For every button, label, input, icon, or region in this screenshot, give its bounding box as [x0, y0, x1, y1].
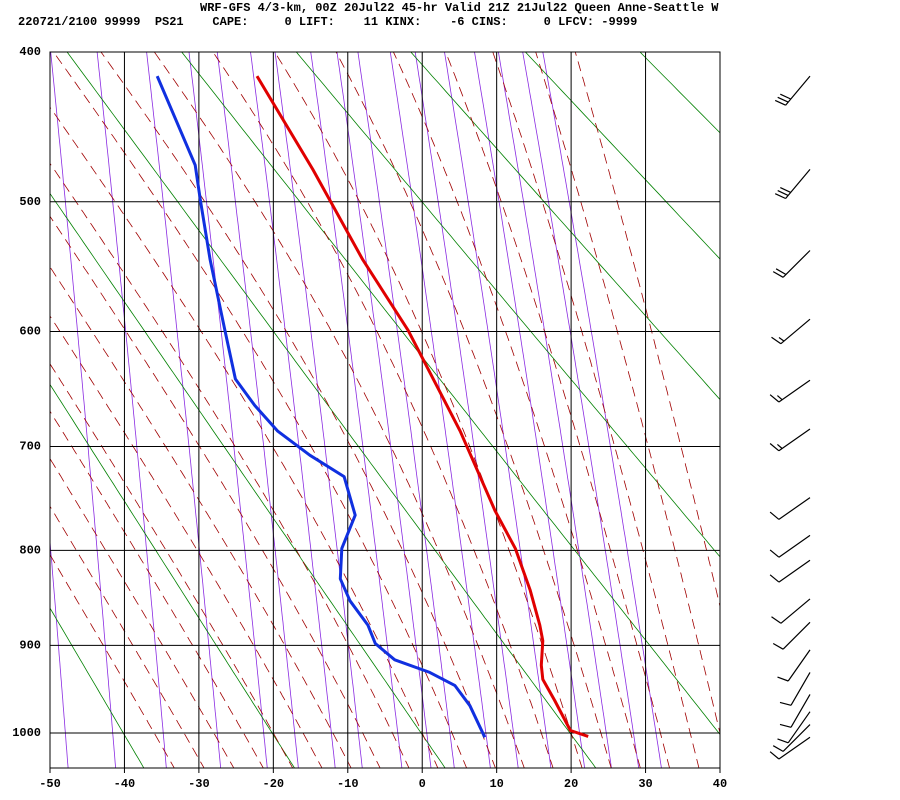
- reference-line: [50, 215, 381, 768]
- reference-line: [524, 52, 720, 260]
- reference-line: [66, 52, 597, 768]
- reference-line: [188, 52, 268, 768]
- profile-line: [155, 75, 487, 738]
- reference-line: [100, 52, 496, 768]
- reference-line: [50, 106, 439, 768]
- reference-line: [153, 52, 525, 768]
- reference-line: [414, 52, 519, 768]
- reference-line: [50, 410, 264, 768]
- wind-barb: [769, 534, 811, 558]
- reference-line: [392, 52, 641, 768]
- reference-line: [445, 52, 670, 768]
- reference-line: [274, 52, 363, 768]
- plot-frame: [49, 51, 721, 769]
- wind-barb: [774, 75, 811, 106]
- reference-line: [50, 607, 145, 768]
- chart-title: WRF-GFS 4/3-km, 00Z 20Jul22 45-hr Valid …: [200, 1, 719, 15]
- wind-barb: [772, 621, 811, 650]
- reference-line: [310, 52, 403, 768]
- reference-line: [50, 266, 352, 768]
- reference-line: [336, 52, 432, 768]
- x-tick-label: 0: [419, 777, 426, 791]
- wind-barb: [779, 672, 811, 706]
- reference-line: [574, 52, 720, 608]
- reference-line: [250, 52, 336, 768]
- reference-line: [50, 192, 446, 768]
- chart-subtitle: 220721/2100 99999 PS21 CAPE: 0 LIFT: 11 …: [18, 15, 637, 29]
- reference-line: [181, 52, 720, 736]
- wind-barb: [771, 318, 811, 345]
- reference-line: [497, 52, 612, 768]
- wind-barb: [771, 598, 811, 624]
- wind-barb: [769, 497, 811, 520]
- x-tick-label: -10: [337, 777, 359, 791]
- reference-line: [216, 52, 299, 768]
- y-tick-label: 1000: [12, 726, 41, 740]
- reference-line: [96, 52, 167, 768]
- reference-line: [542, 52, 662, 768]
- x-tick-label: 20: [564, 777, 578, 791]
- reference-line: [50, 505, 205, 768]
- y-tick-label: 900: [19, 639, 41, 653]
- x-tick-label: -40: [114, 777, 136, 791]
- wind-barb: [772, 724, 811, 752]
- y-tick-label: 500: [19, 195, 41, 209]
- wind-barb: [772, 250, 811, 278]
- reference-line: [212, 52, 554, 768]
- reference-line: [492, 52, 700, 768]
- y-tick-label: 600: [19, 325, 41, 339]
- reference-line: [522, 52, 640, 768]
- wind-barb: [774, 169, 811, 200]
- reference-line: [50, 315, 323, 768]
- reference-line: [50, 52, 117, 768]
- wind-barb: [769, 379, 811, 403]
- wind-barb: [779, 694, 811, 728]
- reference-line: [389, 52, 491, 768]
- reference-line: [50, 457, 235, 768]
- y-tick-label: 800: [19, 544, 41, 558]
- reference-line: [639, 52, 720, 134]
- reference-line: [474, 52, 586, 768]
- wind-barb: [777, 711, 811, 744]
- x-tick-label: -20: [263, 777, 285, 791]
- reference-line: [833, 19, 900, 783]
- reference-line: [444, 52, 552, 768]
- reference-line: [50, 363, 294, 768]
- reference-line: [410, 52, 720, 401]
- reference-line: [50, 162, 410, 768]
- reference-line: [295, 52, 720, 558]
- reference-line: [720, 19, 900, 783]
- reference-line: [53, 52, 468, 768]
- wind-barb: [769, 736, 811, 760]
- reference-line: [146, 52, 222, 768]
- profile-line: [255, 75, 589, 738]
- x-tick-label: 40: [713, 777, 727, 791]
- thermo-lines: [0, 19, 900, 783]
- x-tick-label: -50: [39, 777, 61, 791]
- x-tick-label: -30: [188, 777, 210, 791]
- reference-line: [50, 553, 175, 768]
- x-tick-label: 30: [638, 777, 652, 791]
- wind-barb: [777, 649, 811, 682]
- y-tick-label: 700: [19, 440, 41, 454]
- wind-barb: [769, 559, 811, 583]
- reference-line: [357, 52, 455, 768]
- wind-barb: [769, 428, 811, 452]
- reference-line: [535, 52, 720, 735]
- reference-line: [335, 52, 612, 768]
- reference-line: [50, 536, 69, 768]
- reference-line: [50, 383, 295, 768]
- reference-line: [0, 19, 1, 783]
- x-tick-label: 10: [489, 777, 503, 791]
- y-tick-label: 400: [19, 45, 41, 59]
